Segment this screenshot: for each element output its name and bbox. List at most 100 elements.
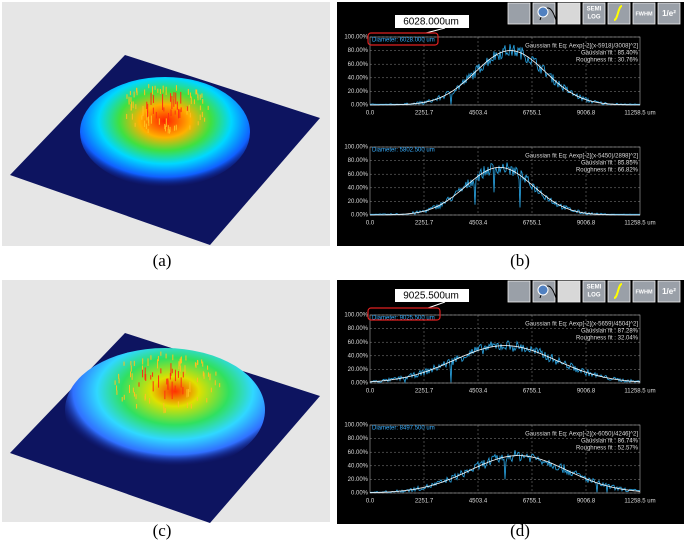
diameter: Diameter: 8497.500 um <box>372 426 435 432</box>
x-tick-label: 11258.5 um <box>624 499 655 505</box>
toolbar-button[interactable] <box>557 2 581 25</box>
diameter: Diameter: 9025.500 um <box>372 316 435 322</box>
highlight-box <box>367 307 441 321</box>
x-tick-label: 6755.1 <box>523 221 542 227</box>
y-tick-label: 80.00% <box>348 436 369 442</box>
x-tick-label: 11258.5 um <box>624 221 655 227</box>
roughness-text: Roughness fit : 52.57% <box>576 446 639 452</box>
y-tick-label: 20.00% <box>348 477 369 483</box>
roughness-text: Roughness fit : 32.04% <box>576 336 639 342</box>
icon <box>537 284 549 296</box>
x-tick-label: 2251.7 <box>415 499 434 505</box>
plot-frame <box>369 424 641 494</box>
y-tick-label: 80.00% <box>348 48 369 54</box>
toolbar-button[interactable] <box>657 280 681 303</box>
x-tick-label: 11258.5 um <box>624 389 655 395</box>
x-tick-label: 4503.4 <box>469 111 488 117</box>
toolbar-button[interactable] <box>557 280 581 303</box>
plot-frame <box>369 146 641 216</box>
panel-label: (a) <box>153 251 172 270</box>
gaussian-fit-text: Gaussian fit : 87.28% <box>581 329 639 335</box>
y-tick-label: 100.00% <box>344 423 368 429</box>
toolbar-button[interactable] <box>507 2 531 25</box>
x-tick-label: 0.0 <box>366 499 375 505</box>
toolbar-button[interactable] <box>632 280 656 303</box>
annotation-arrow <box>427 301 446 309</box>
profile-signal <box>369 340 641 384</box>
annotation: 6028.000um <box>403 17 459 28</box>
y-tick-label: 100.00% <box>344 35 368 41</box>
toolbar-text: FWHM <box>635 11 653 17</box>
toolbar-button[interactable] <box>607 2 631 25</box>
y-tick-label: 40.00% <box>348 185 369 191</box>
plot-frame <box>369 314 641 384</box>
profile-signal <box>370 162 640 215</box>
panel-label: (b) <box>510 251 530 270</box>
plot-frame <box>369 36 641 106</box>
toolbar-text: SEMI <box>587 7 602 13</box>
gaussian-fit-text: Gaussian fit : 86.74% <box>581 439 639 445</box>
profiler-bg <box>337 2 684 246</box>
toolbar-button[interactable] <box>632 2 656 25</box>
y-tick-label: 20.00% <box>348 367 369 373</box>
y-tick-label: 80.00% <box>348 326 369 332</box>
fit-equation: Gaussian fit Eq: Aexp[-2[(x-5659)/4504]^… <box>525 322 638 328</box>
fit-equation: Gaussian fit Eq: Aexp[-2[(x-5918)/3008]^… <box>525 44 638 50</box>
y-tick-label: 20.00% <box>348 199 369 205</box>
y-tick-label: 60.00% <box>348 340 369 346</box>
roughness-text: Roughness fit : 30.76% <box>576 58 639 64</box>
x-tick-label: 6755.1 <box>523 389 542 395</box>
icon <box>537 6 549 18</box>
beam-profile <box>80 77 250 187</box>
x-tick-label: 2251.7 <box>415 111 434 117</box>
panel-label: (d) <box>510 521 530 540</box>
fit-equation: Gaussian fit Eq: Aexp[-2[(x-5450)/2898]^… <box>525 154 638 160</box>
x-tick-label: 6755.1 <box>523 499 542 505</box>
x-tick-label: 9006.8 <box>577 111 596 117</box>
highlight-box <box>367 32 439 46</box>
icon <box>613 5 623 21</box>
x-tick-label: 11258.5 um <box>624 111 655 117</box>
icon <box>613 283 623 299</box>
y-tick-label: 0.00% <box>351 381 369 387</box>
annotation-arrow <box>425 27 446 34</box>
fit-equation: Gaussian fit Eq: Aexp[-2[(x-6050)/4246]^… <box>525 432 638 438</box>
diameter: Diameter: 6028.000 um <box>372 38 435 44</box>
toolbar-button[interactable] <box>657 2 681 25</box>
y-tick-label: 0.00% <box>351 213 369 219</box>
profiler-bg <box>337 280 684 524</box>
toolbar-button[interactable] <box>607 280 631 303</box>
toolbar-text: LOG <box>588 15 601 21</box>
y-tick-label: 0.00% <box>351 491 369 497</box>
toolbar-button[interactable] <box>582 2 606 25</box>
x-tick-label: 0.0 <box>366 389 375 395</box>
toolbar-text: SEMI <box>587 285 602 291</box>
x-tick-label: 9006.8 <box>577 221 596 227</box>
toolbar-text: FWHM <box>635 289 653 295</box>
x-tick-label: 6755.1 <box>523 111 542 117</box>
x-tick-label: 4503.4 <box>469 221 488 227</box>
y-tick-label: 40.00% <box>348 75 369 81</box>
gaussian-fit <box>370 345 640 383</box>
panel-label: (c) <box>153 521 172 540</box>
toolbar-button[interactable] <box>582 280 606 303</box>
y-tick-label: 60.00% <box>348 450 369 456</box>
toolbar-text: 1/e² <box>662 287 676 296</box>
y-tick-label: 40.00% <box>348 463 369 469</box>
diameter: Diameter: 5802.500 um <box>372 148 435 154</box>
y-tick-label: 100.00% <box>344 313 368 319</box>
annotation-bg <box>395 15 469 28</box>
y-tick-label: 60.00% <box>348 62 369 68</box>
x-tick-label: 4503.4 <box>469 499 488 505</box>
gaussian-fit <box>370 50 640 106</box>
y-tick-label: 0.00% <box>351 103 369 109</box>
profile-signal <box>370 450 641 494</box>
toolbar-text: LOG <box>588 293 601 299</box>
toolbar-button[interactable] <box>507 280 531 303</box>
x-tick-label: 9006.8 <box>577 499 596 505</box>
y-tick-label: 80.00% <box>348 158 369 164</box>
x-tick-label: 0.0 <box>366 221 375 227</box>
toolbar-text: 1/e² <box>662 9 676 18</box>
annotation-bg <box>395 289 469 302</box>
